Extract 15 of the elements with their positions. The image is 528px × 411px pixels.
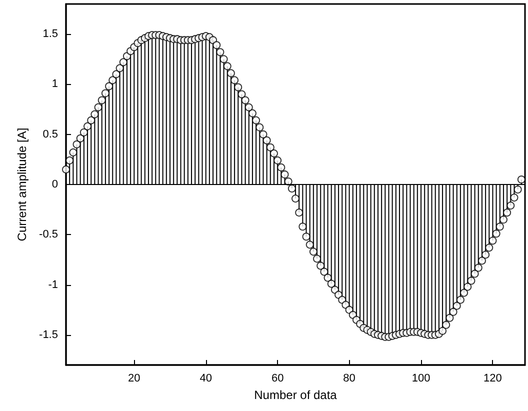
x-tick-label: 40 bbox=[200, 372, 212, 384]
x-tick-label: 80 bbox=[343, 372, 356, 384]
x-tick-label: 20 bbox=[128, 372, 140, 384]
y-tick-label: -0.5 bbox=[39, 228, 58, 241]
y-tick-label: 1 bbox=[52, 78, 58, 90]
y-tick-label: -1.5 bbox=[39, 328, 58, 341]
y-tick-label: -1 bbox=[48, 278, 58, 291]
x-axis-title: Number of data bbox=[254, 388, 338, 402]
y-tick-label: 0.5 bbox=[42, 128, 58, 140]
y-tick-label: 0 bbox=[52, 178, 58, 190]
y-axis-title: Current amplitude [A] bbox=[15, 128, 30, 242]
y-tick-label: 1.5 bbox=[42, 28, 58, 40]
x-tick-label: 60 bbox=[271, 372, 284, 384]
x-tick-label: 100 bbox=[412, 372, 430, 384]
x-tick-label: 120 bbox=[484, 372, 502, 384]
